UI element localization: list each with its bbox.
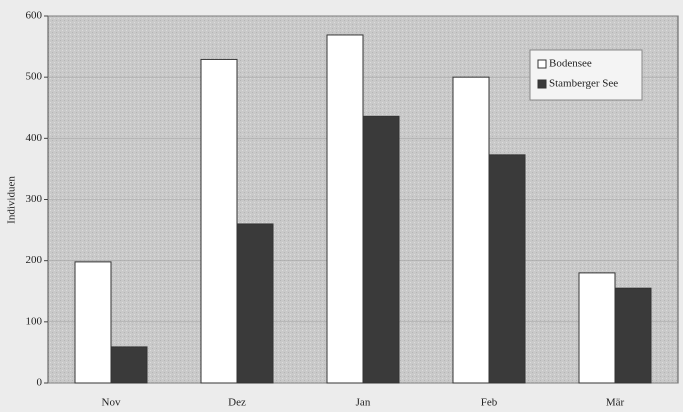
- x-tick-label: Dez: [228, 397, 246, 409]
- y-axis-label: Individuen: [6, 176, 18, 224]
- bar: [236, 223, 274, 384]
- bar: [110, 346, 148, 384]
- legend-label: Stamberger See: [549, 78, 618, 90]
- legend-swatch: [537, 59, 547, 69]
- legend-box: [529, 49, 643, 101]
- y-tick-label: 400: [26, 132, 43, 144]
- y-tick-label: 500: [26, 71, 43, 83]
- y-tick-label: 600: [26, 10, 43, 22]
- bar: [362, 115, 400, 384]
- x-tick-label: Nov: [102, 397, 121, 409]
- bar: [326, 34, 364, 384]
- x-tick-label: Mär: [606, 397, 625, 409]
- bar: [452, 76, 490, 384]
- legend-label: Bodensee: [549, 58, 592, 70]
- bar: [200, 58, 238, 384]
- y-tick-label: 300: [26, 193, 43, 205]
- bar: [74, 261, 112, 384]
- y-tick-label: 200: [26, 254, 43, 266]
- bar: [614, 287, 652, 384]
- x-tick-label: Feb: [481, 397, 498, 409]
- y-tick-label: 100: [26, 315, 43, 327]
- legend-swatch: [537, 79, 547, 89]
- x-tick-label: Jan: [356, 397, 371, 409]
- bar: [578, 272, 616, 384]
- bar: [488, 154, 526, 384]
- y-tick-label: 0: [37, 377, 43, 389]
- chart-layer: 0 100 200 300 400 500 600 Nov Dez Jan Feb Mär Bodens…: [26, 10, 678, 409]
